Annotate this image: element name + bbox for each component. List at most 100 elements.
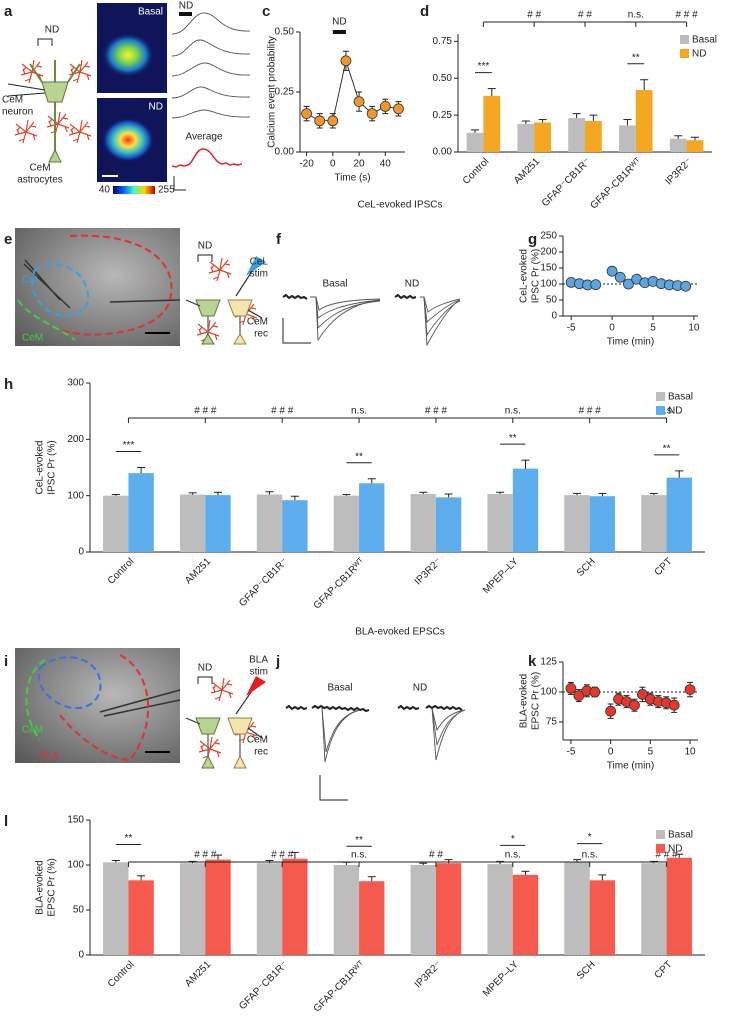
trace xyxy=(321,707,361,763)
trace xyxy=(394,293,417,300)
point xyxy=(565,683,577,694)
trace xyxy=(397,704,420,711)
x-tick-label: MPEP–LY xyxy=(481,959,521,999)
panel-label: h xyxy=(4,376,13,393)
x-tick-label: -20 xyxy=(299,159,314,170)
bar xyxy=(410,865,436,955)
average-label: Average xyxy=(185,132,223,143)
trace xyxy=(171,86,251,99)
bar xyxy=(635,90,653,152)
x-tick-label: GFAP-CB1Rᵂᵀ xyxy=(312,556,368,612)
pipette xyxy=(99,689,181,717)
significance-label: *** xyxy=(123,440,135,451)
bar xyxy=(103,862,129,955)
stimulus-label: ND xyxy=(179,1,193,12)
micrograph xyxy=(15,228,180,346)
significance-label: * xyxy=(588,832,592,843)
bar xyxy=(564,862,590,955)
comparison-label: # # # xyxy=(271,850,294,861)
trace xyxy=(431,707,466,746)
comparison-label: n.s. xyxy=(582,850,598,861)
bar xyxy=(282,500,308,552)
image-cell xyxy=(102,118,154,162)
trace xyxy=(420,296,461,337)
bar xyxy=(205,859,231,955)
x-tick-label: -5 xyxy=(567,323,576,334)
y-axis-label: BLA-evoked xyxy=(35,860,46,914)
scale-bar xyxy=(282,318,311,344)
point xyxy=(393,103,404,115)
neuron xyxy=(195,299,221,317)
point xyxy=(379,101,391,112)
condition-label: Basal xyxy=(322,279,347,290)
y-axis-label: BLA-evoked xyxy=(519,674,530,728)
condition-label: Basal xyxy=(327,683,352,694)
bar xyxy=(666,857,692,955)
neuron xyxy=(227,299,253,317)
comparison-label: # # # xyxy=(425,406,448,417)
bar xyxy=(333,865,360,955)
panel-label: l xyxy=(4,813,8,830)
x-tick-label: 5 xyxy=(650,323,656,334)
bar xyxy=(466,132,484,152)
neuron-foot xyxy=(201,754,215,769)
label: CeM xyxy=(29,163,50,174)
point xyxy=(314,115,326,127)
x-tick-label: IP3R2⁻ xyxy=(413,556,444,587)
neuron xyxy=(41,81,69,103)
label: stim xyxy=(250,269,268,280)
x-tick-label: IP3R2⁻ xyxy=(663,156,694,187)
electrode xyxy=(185,299,263,319)
point xyxy=(366,108,378,119)
bar xyxy=(256,863,283,955)
astrocyte xyxy=(14,119,38,144)
bar xyxy=(359,483,385,552)
comparison-label: # # # xyxy=(579,406,602,417)
comparison-label: # # # xyxy=(675,10,698,21)
x-tick-label: GFAP⁻CB1R⁻ xyxy=(540,156,593,209)
x-tick-label: SCH xyxy=(575,959,598,982)
comparison-label: # # xyxy=(429,850,443,861)
panel-label: d xyxy=(420,3,429,20)
x-tick-label: GFAP⁻CB1R⁻ xyxy=(237,556,290,609)
colorbar-label: 40 xyxy=(99,185,111,196)
significance-label: ** xyxy=(355,451,363,462)
point xyxy=(629,699,640,711)
point xyxy=(589,686,601,698)
comparison-label: n.s. xyxy=(351,850,367,861)
stimulus-symbol xyxy=(37,38,53,46)
x-tick-label: Control xyxy=(106,556,137,587)
x-tick-label: MPEP–LY xyxy=(481,556,521,596)
bar xyxy=(435,497,462,552)
region-outline xyxy=(37,656,102,710)
bar xyxy=(641,863,667,955)
significance-label: *** xyxy=(478,61,490,72)
pipette xyxy=(23,259,181,309)
stimulus-symbol xyxy=(197,676,213,684)
x-tick-label: -5 xyxy=(566,747,575,758)
image-cell xyxy=(102,33,154,77)
legend-label: Basal xyxy=(668,392,693,403)
x-tick-label: AM251 xyxy=(183,556,213,586)
bar xyxy=(568,118,585,152)
section-title: CeL-evoked IPSCs xyxy=(357,200,442,211)
x-tick-label: 40 xyxy=(380,159,392,170)
comparison-label: # # # xyxy=(194,850,217,861)
region-label: CeM xyxy=(22,333,43,344)
point xyxy=(605,705,617,717)
trace xyxy=(431,707,466,732)
y-tick-label: 100 xyxy=(540,687,557,698)
bar xyxy=(564,495,590,552)
point xyxy=(573,690,585,701)
condition-label: ND xyxy=(413,683,427,694)
label: CeM xyxy=(247,735,268,746)
region-label: CeL xyxy=(22,275,41,286)
stimulus-label: ND xyxy=(332,17,346,28)
significance-label: ** xyxy=(355,835,363,846)
trace xyxy=(310,296,381,319)
trace xyxy=(321,707,361,753)
panel-f: f Basal ND xyxy=(276,231,461,347)
legend-label: ND xyxy=(668,844,682,855)
label: rec xyxy=(254,747,268,758)
